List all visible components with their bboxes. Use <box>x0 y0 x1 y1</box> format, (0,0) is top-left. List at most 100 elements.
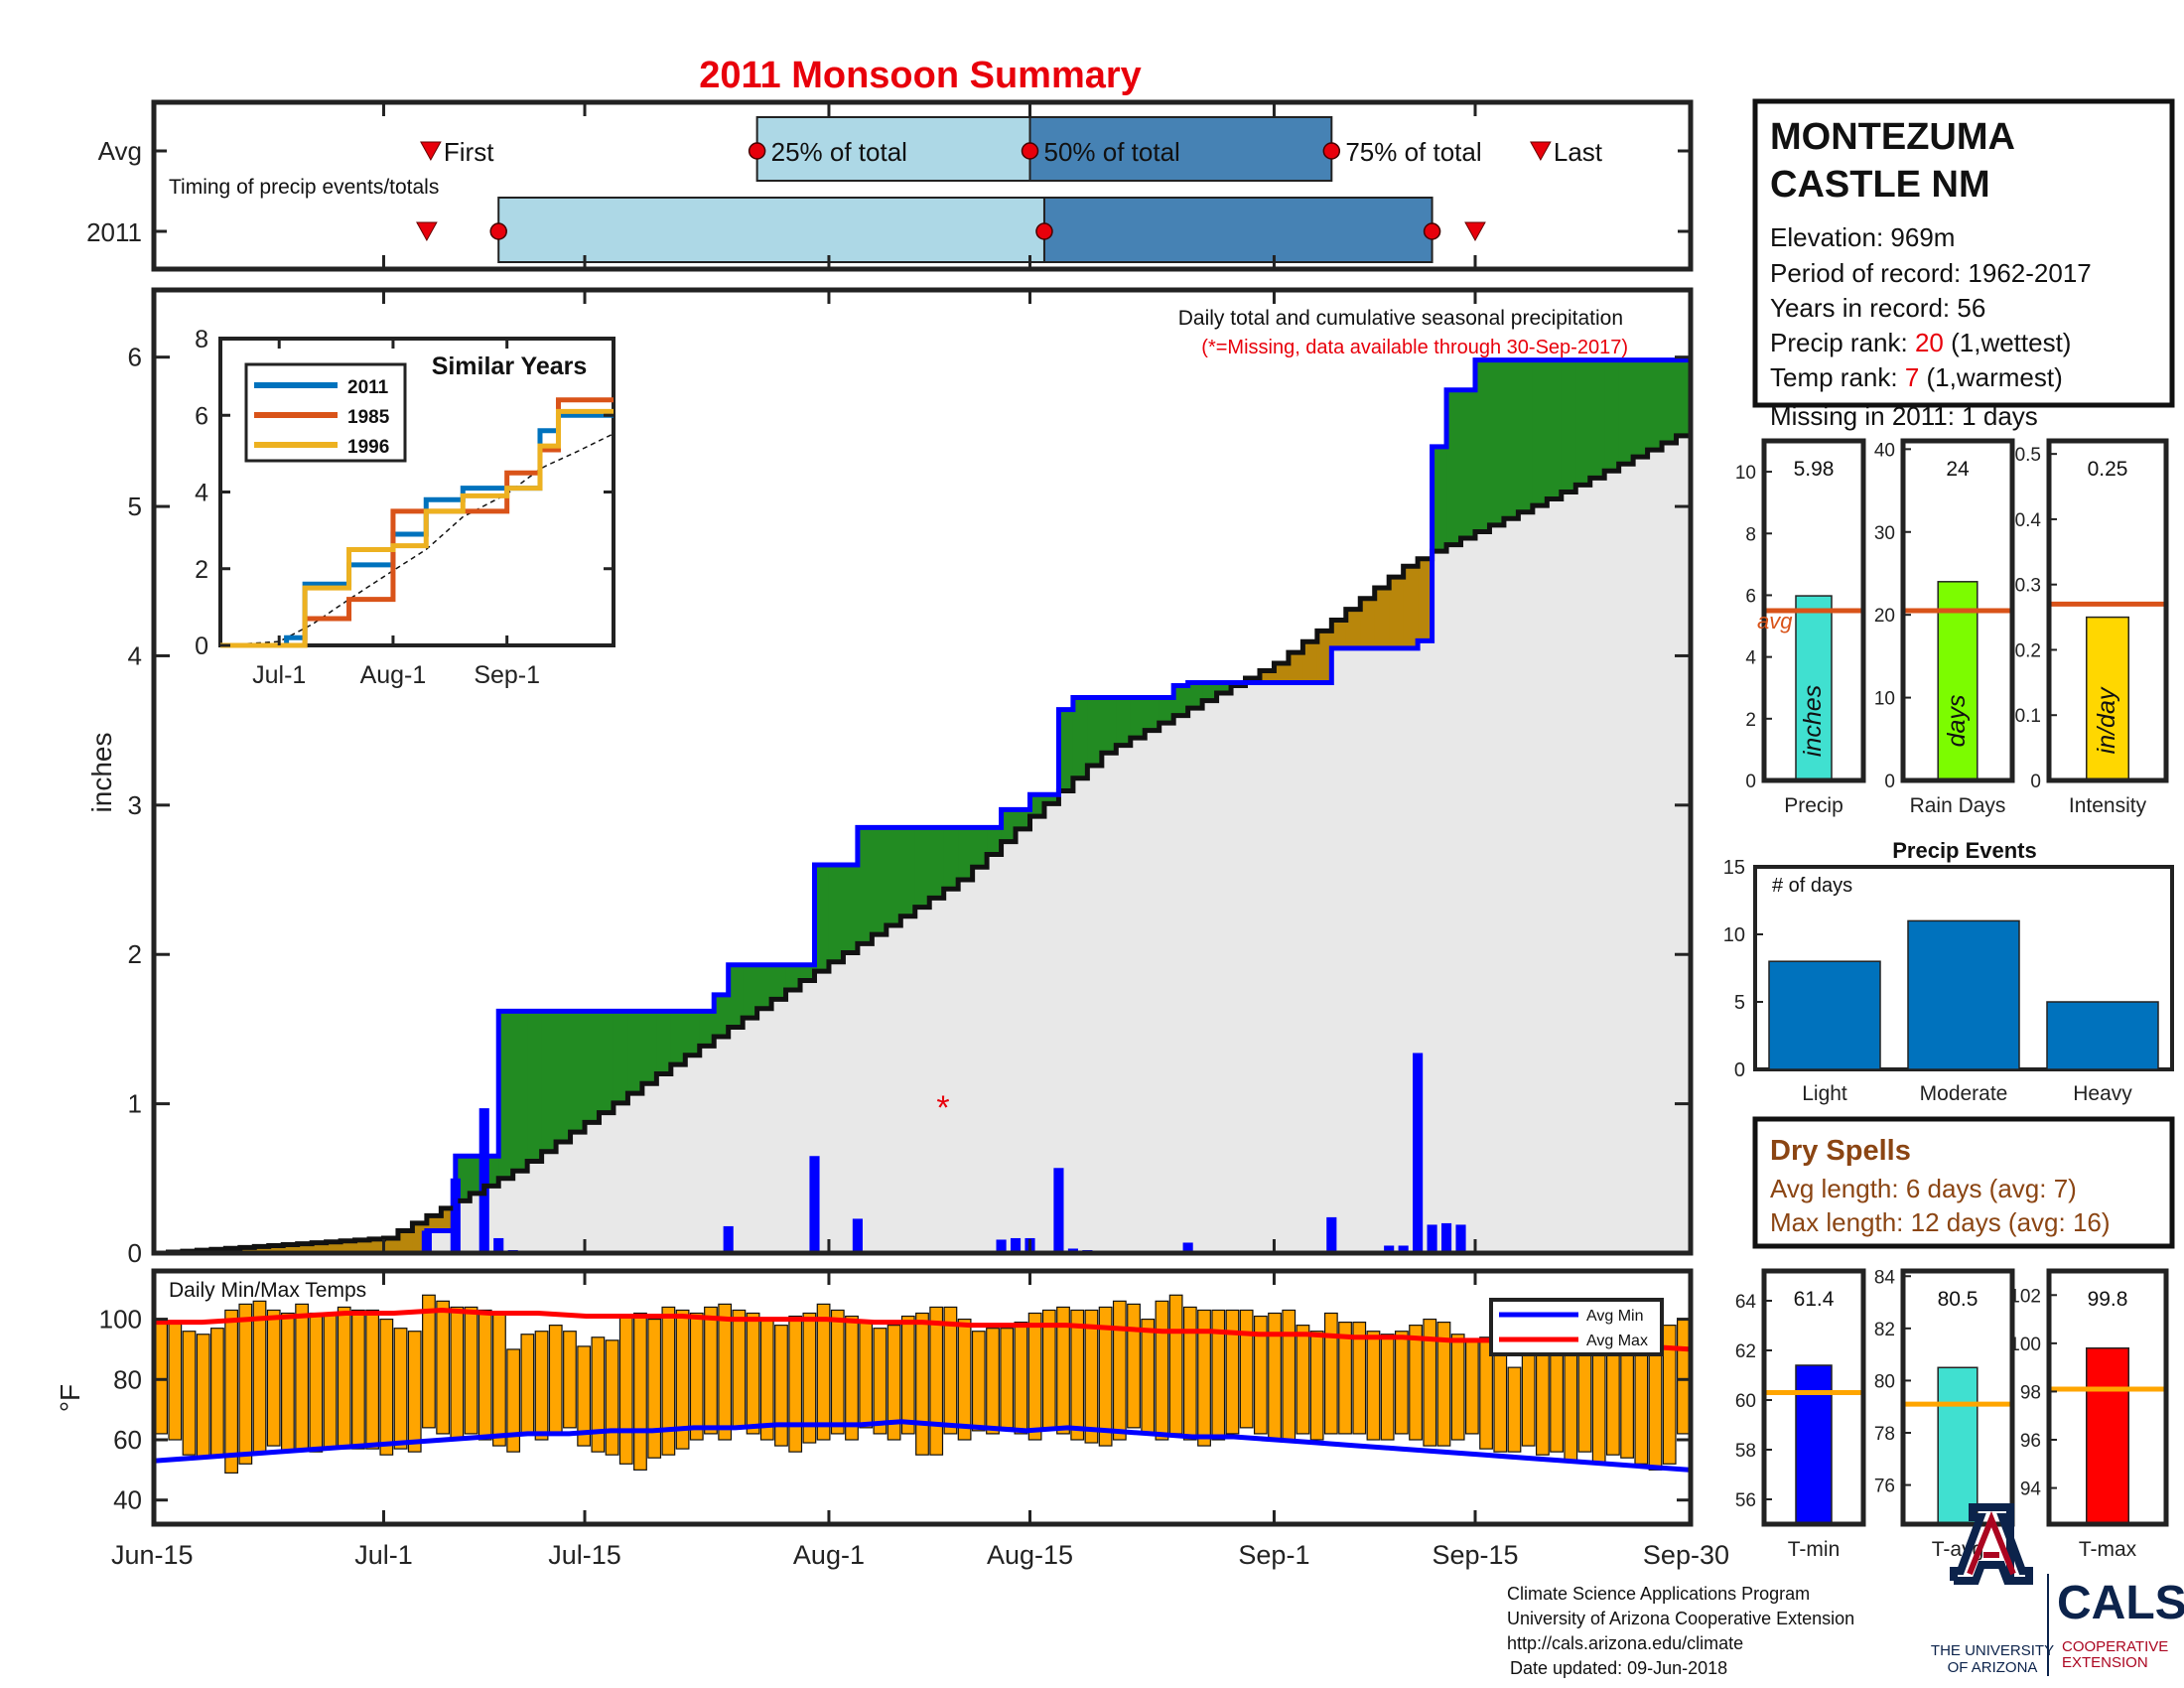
surplus-fill <box>585 1011 601 1123</box>
daily-temp-bar <box>986 1328 1000 1435</box>
precip-events-chart: Precip Events # of days Light Moderate Hea… <box>1723 838 2174 1105</box>
deficit-fill <box>383 1237 399 1253</box>
daily-temp-bar <box>1197 1309 1211 1447</box>
daily-temp-bar <box>915 1312 929 1456</box>
daily-temp-bar <box>1676 1318 1691 1435</box>
mini_int-ytick-label: 0.4 <box>2015 510 2042 531</box>
surplus-fill <box>1087 697 1103 766</box>
daily-temp-bar <box>266 1309 281 1447</box>
daily-temp-bar <box>393 1328 408 1450</box>
mini_tmin-value: 61.4 <box>1794 1288 1835 1311</box>
deficit-fill <box>354 1239 370 1253</box>
mini_tmin-ytick-label: 62 <box>1735 1341 1756 1362</box>
mini_tmax-ytick-label: 102 <box>2009 1286 2041 1307</box>
temp-avg-lines <box>153 1307 1692 1473</box>
surplus-fill <box>1589 359 1605 479</box>
legend-1985-label: 1985 <box>347 407 390 428</box>
event-bar-heavy <box>2046 1001 2159 1070</box>
daily-temp-bar <box>943 1306 958 1435</box>
event-bar-moderate <box>1907 919 2020 1070</box>
avg-75-marker <box>1322 142 1341 160</box>
mini_days-frame <box>1900 438 2015 783</box>
daily-temp-bar <box>957 1318 972 1441</box>
mini_days-bar <box>1937 581 1979 781</box>
daily-temp-bar <box>450 1306 465 1441</box>
surplus-fill <box>1446 389 1462 545</box>
inset-ytick-label: 2 <box>195 556 208 584</box>
surplus-fill <box>1618 359 1634 465</box>
surplus-fill <box>943 827 959 890</box>
daily-temp-bar <box>1366 1331 1381 1441</box>
surplus-fill <box>1116 697 1132 746</box>
daily-precip-bar <box>493 1237 504 1253</box>
avg-first-marker-icon <box>420 141 442 162</box>
daily-temp-bar <box>520 1334 535 1435</box>
date-tick-label: Sep-15 <box>1432 1540 1518 1570</box>
daily-precip-bar <box>1384 1245 1395 1253</box>
daily-temp-bar <box>168 1322 183 1441</box>
deficit-fill <box>1374 587 1390 648</box>
daily-temp-bar <box>1014 1322 1028 1435</box>
daily-temp-bar <box>210 1328 224 1456</box>
daily-temp-bar <box>1282 1309 1297 1441</box>
figure-title: 2011 Monsoon Summary <box>699 55 1142 96</box>
mini_tavg-ytick-label: 84 <box>1874 1267 1896 1288</box>
mini_tavg-ytick-label: 82 <box>1874 1320 1895 1340</box>
daily-temp-bar <box>1394 1331 1409 1435</box>
daily-temp-bar <box>1352 1322 1367 1435</box>
daily-temp-bar <box>1000 1328 1015 1429</box>
timing-avg-label: Avg <box>98 136 142 166</box>
deficit-fill <box>1259 670 1276 683</box>
daily-temp-bar <box>859 1322 874 1429</box>
daily-temp-bar <box>154 1318 169 1435</box>
dry-spells-max: Max length: 12 days (avg: 16) <box>1770 1207 2111 1237</box>
inset-axes: 0 2 4 6 8 Jul-1 Aug-1 Sep-1 <box>195 326 614 689</box>
main-ytick-label: 6 <box>128 343 142 372</box>
surplus-fill <box>743 964 758 1019</box>
mini_precip-bar <box>1795 595 1833 781</box>
mini_int-ytick-label: 0.1 <box>2015 706 2041 727</box>
avg-50-75-box <box>1028 116 1333 182</box>
inset-xtick-label: Aug-1 <box>360 661 427 689</box>
surplus-fill <box>1489 359 1505 525</box>
daily-precip-bar <box>852 1218 863 1253</box>
events-ylabel: # of days <box>1772 875 1852 897</box>
daily-temp-bar <box>1380 1334 1395 1441</box>
mini_int-ytick-label: 0.2 <box>2015 640 2041 661</box>
surplus-fill <box>1202 682 1218 701</box>
surplus-fill <box>1532 359 1548 506</box>
daily-temp-bar <box>1070 1309 1085 1441</box>
surplus-fill <box>527 1011 543 1162</box>
daily-temp-bar <box>746 1312 760 1435</box>
surplus-fill <box>1072 697 1088 778</box>
event-category-label: Moderate <box>1920 1082 2008 1105</box>
surplus-fill <box>814 864 830 972</box>
surplus-fill <box>1043 794 1060 804</box>
surplus-fill <box>843 864 859 953</box>
surplus-fill <box>728 964 744 1028</box>
legend-2011-label: 2011 <box>347 377 389 398</box>
surplus-fill <box>1101 697 1117 754</box>
deficit-fill <box>1360 598 1376 648</box>
daily-temp-bar <box>788 1315 803 1453</box>
surplus-fill <box>987 827 1003 855</box>
daily-temp-bar <box>774 1325 788 1447</box>
year-50-marker <box>1035 222 1053 240</box>
mini_tmax-value: 99.8 <box>2088 1288 2128 1311</box>
surplus-fill <box>613 1011 629 1103</box>
daily-precip-bar <box>1398 1245 1409 1253</box>
surplus-fill <box>1016 809 1031 829</box>
footer-line-1: Climate Science Applications Program <box>1507 1584 1810 1604</box>
year-first-marker-icon <box>416 221 438 242</box>
timing-caption: Timing of precip events/totals <box>169 176 439 199</box>
events-ytick-label: 0 <box>1734 1059 1745 1081</box>
main-ytick-label: 3 <box>128 790 142 820</box>
inset-series-1996 <box>220 408 614 648</box>
daily-temp-bar <box>1253 1315 1268 1435</box>
temp-ytick-label: 100 <box>99 1305 142 1335</box>
station-period: Period of record: 1962-2017 <box>1770 258 2092 288</box>
avg-min-line <box>153 1419 1692 1473</box>
legend-1996-label: 1996 <box>347 437 389 458</box>
surplus-fill <box>1432 446 1447 552</box>
